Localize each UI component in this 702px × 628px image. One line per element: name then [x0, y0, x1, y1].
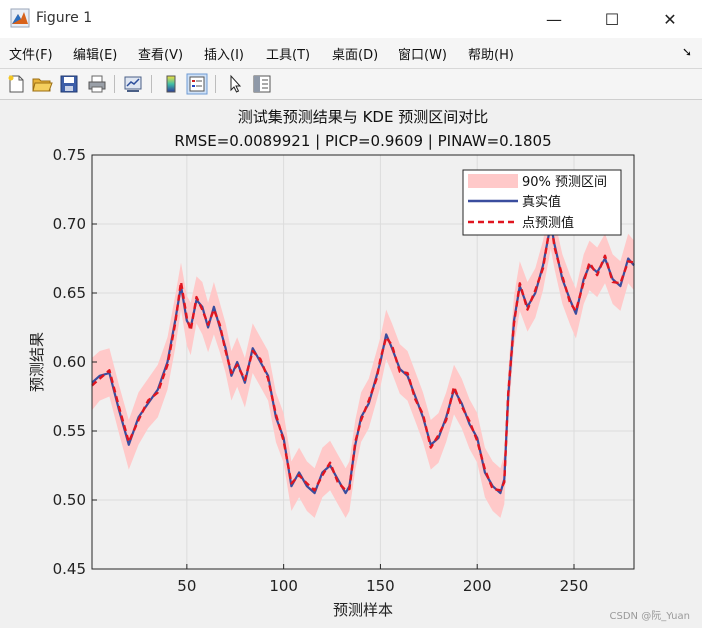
menu-insert[interactable]: 插入(I) — [204, 48, 244, 63]
menu-window[interactable]: 窗口(W) — [398, 48, 447, 63]
series-layer — [91, 220, 635, 495]
minimize-icon: — — [546, 9, 562, 29]
predicted-value-line — [91, 220, 635, 492]
matlab-logo-icon — [10, 8, 30, 28]
x-tick-label: 200 — [463, 577, 492, 595]
y-tick-label: 0.50 — [53, 491, 86, 509]
print-icon[interactable] — [86, 73, 108, 95]
menu-help[interactable]: 帮助(H) — [468, 48, 514, 63]
legend[interactable]: 90% 预测区间 真实值 点预测值 — [462, 169, 622, 236]
menu-tools[interactable]: 工具(T) — [266, 48, 311, 63]
ticks-layer: 50 100 150 200 250 0.45 0.50 0.55 0.60 0.65 0.70 0.… — [53, 146, 589, 595]
true-value-line — [91, 222, 635, 495]
chart-title: 测试集预测结果与 KDE 预测区间对比 — [238, 108, 488, 126]
toolbar — [0, 69, 702, 100]
legend-swatch-interval — [468, 174, 518, 188]
y-tick-label: 0.70 — [53, 215, 86, 233]
minimize-button[interactable]: — — [528, 0, 580, 38]
y-axis-label: 预测结果 — [28, 332, 46, 392]
x-tick-label: 100 — [269, 577, 298, 595]
window-title: Figure 1 — [36, 10, 93, 26]
chart: 50 100 150 200 250 0.45 0.50 0.55 0.60 0.65 0.70 0.… — [28, 108, 635, 619]
property-editor-icon[interactable] — [251, 73, 273, 95]
legend-label-interval: 90% 预测区间 — [522, 175, 607, 190]
open-folder-icon[interactable] — [31, 73, 53, 95]
legend-label-pred: 点预测值 — [522, 215, 574, 231]
menu-file[interactable]: 文件(F) — [9, 48, 53, 63]
toolbar-separator — [114, 75, 115, 93]
y-tick-label: 0.45 — [53, 560, 86, 578]
maximize-button[interactable]: ☐ — [586, 0, 638, 38]
menu-desktop[interactable]: 桌面(D) — [332, 48, 379, 63]
colorbar-icon[interactable] — [160, 73, 182, 95]
menu-edit[interactable]: 编辑(E) — [73, 48, 118, 63]
prediction-interval-layer — [92, 199, 634, 518]
menu-view[interactable]: 查看(V) — [138, 48, 184, 63]
chart-subtitle: RMSE=0.0089921 | PICP=0.9609 | PINAW=0.1… — [174, 132, 551, 150]
menu-bar: 文件(F) 编辑(E) 查看(V) 插入(I) 工具(T) 桌面(D) 窗口(W… — [0, 38, 702, 69]
x-tick-label: 150 — [366, 577, 395, 595]
y-tick-label: 0.65 — [53, 284, 86, 302]
y-tick-label: 0.60 — [53, 353, 86, 371]
legend-label-true: 真实值 — [522, 194, 561, 210]
new-figure-icon[interactable] — [5, 73, 27, 95]
toolbar-separator — [151, 75, 152, 93]
save-icon[interactable] — [58, 73, 80, 95]
figure-canvas: 50 100 150 200 250 0.45 0.50 0.55 0.60 0.65 0.70 0.… — [0, 100, 702, 628]
y-tick-label: 0.75 — [53, 146, 86, 164]
y-tick-label: 0.55 — [53, 422, 86, 440]
prediction-interval-band — [92, 199, 634, 518]
x-axis-label: 预测样本 — [333, 601, 393, 619]
watermark: CSDN @阮_Yuan — [609, 611, 690, 622]
close-icon: ✕ — [663, 9, 677, 29]
link-plot-icon[interactable] — [122, 73, 144, 95]
legend-icon[interactable] — [186, 73, 208, 95]
window-titlebar: Figure 1 — ☐ ✕ — [0, 0, 702, 38]
pointer-icon[interactable] — [224, 73, 246, 95]
maximize-icon: ☐ — [604, 9, 620, 29]
toolbar-separator — [215, 75, 216, 93]
x-tick-label: 50 — [177, 577, 196, 595]
x-tick-label: 250 — [560, 577, 589, 595]
dock-arrow-icon[interactable]: ➘ — [681, 45, 692, 59]
close-button[interactable]: ✕ — [644, 0, 696, 38]
